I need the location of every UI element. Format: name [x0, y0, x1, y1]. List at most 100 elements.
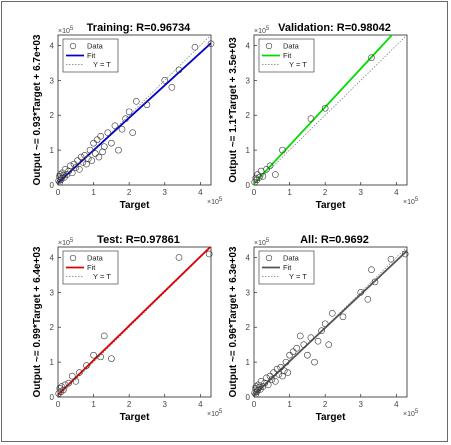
data-point — [304, 351, 311, 359]
data-point — [125, 108, 133, 116]
data-point — [57, 388, 65, 396]
data-point — [293, 344, 300, 352]
y-axis-multiplier: ×105 — [254, 238, 270, 247]
legend-fit-label: Fit — [87, 51, 96, 60]
y-axis-label: Output ~= 0.96*Target + 6.3e+03 — [228, 246, 239, 397]
data-point — [132, 97, 140, 105]
y-axis-multiplier: ×105 — [58, 238, 74, 247]
x-axis-label: Target — [316, 412, 346, 423]
data-point — [191, 43, 199, 51]
y-tick-label: 2 — [246, 323, 251, 332]
x-axis-multiplier: ×105 — [207, 197, 223, 206]
data-point — [289, 348, 297, 355]
data-point — [99, 148, 106, 156]
legend-fit-label: Fit — [283, 263, 292, 272]
data-point — [61, 381, 69, 389]
y-tick-label: 0 — [50, 393, 55, 402]
data-point — [61, 166, 69, 173]
data-point — [264, 381, 272, 389]
data-point — [65, 167, 72, 175]
data-point — [307, 115, 315, 123]
x-tick-label: 4 — [394, 188, 399, 197]
y-tick-label: 0 — [246, 393, 251, 402]
data-point — [55, 390, 63, 397]
legend-data-marker — [265, 42, 273, 50]
data-point — [286, 351, 293, 359]
data-point — [256, 383, 263, 391]
data-point — [307, 334, 315, 341]
x-tick-label: 2 — [127, 400, 132, 409]
data-point — [272, 378, 279, 385]
x-tick-label: 3 — [359, 188, 364, 197]
y-tick-label: 4 — [246, 253, 251, 262]
x-tick-label: 3 — [163, 400, 168, 409]
data-point — [266, 372, 274, 380]
data-point — [90, 351, 97, 359]
data-point — [100, 332, 108, 340]
x-tick-label: 0 — [252, 400, 257, 409]
data-point — [268, 376, 276, 383]
data-point — [364, 296, 372, 303]
y-tick-label: 1 — [246, 146, 251, 155]
data-point — [76, 166, 83, 173]
data-point — [284, 369, 292, 376]
data-point — [108, 355, 115, 362]
data-point — [60, 171, 67, 179]
data-point — [357, 289, 365, 296]
data-point — [252, 174, 260, 182]
data-point — [205, 250, 213, 258]
data-point — [72, 164, 80, 171]
data-point — [97, 132, 104, 140]
legend-fit-label: Fit — [87, 263, 96, 272]
x-axis-multiplier: ×105 — [207, 409, 223, 418]
data-point — [296, 332, 304, 340]
data-point — [88, 157, 96, 164]
data-point — [387, 255, 395, 263]
x-axis-multiplier: ×105 — [403, 409, 419, 418]
x-tick-label: 2 — [323, 188, 328, 197]
data-point — [65, 379, 72, 387]
legend-data-label: Data — [87, 254, 104, 263]
x-tick-label: 2 — [127, 188, 132, 197]
data-point — [272, 171, 279, 178]
panel-title: All: R=0.9692 — [300, 234, 369, 246]
legend-data-label: Data — [283, 42, 300, 51]
legend-identity-label: Y = T — [289, 272, 307, 281]
data-point — [68, 169, 76, 177]
x-tick-label: 1 — [287, 400, 292, 409]
y-tick-label: 2 — [50, 111, 55, 120]
panel-title: Validation: R=0.98042 — [278, 22, 391, 34]
y-tick-label: 3 — [50, 288, 55, 297]
data-point — [92, 150, 99, 157]
data-point — [275, 371, 283, 378]
data-point — [321, 320, 329, 328]
x-tick-label: 1 — [91, 188, 96, 197]
data-point — [76, 369, 83, 376]
data-point — [277, 364, 284, 371]
data-point — [256, 174, 263, 181]
y-axis-multiplier: ×105 — [254, 26, 270, 35]
data-point — [161, 77, 169, 84]
legend-data-label: Data — [283, 254, 300, 263]
x-tick-label: 1 — [287, 188, 292, 197]
x-tick-label: 4 — [394, 400, 399, 409]
data-point — [115, 146, 122, 154]
data-point — [122, 115, 129, 123]
data-point — [60, 386, 67, 394]
data-point — [100, 143, 108, 150]
x-tick-label: 3 — [163, 188, 168, 197]
data-point — [93, 136, 101, 143]
y-tick-label: 4 — [50, 41, 55, 50]
data-point — [401, 250, 409, 258]
data-point — [168, 84, 176, 91]
data-point — [368, 54, 375, 61]
y-tick-label: 1 — [246, 358, 251, 367]
data-point — [95, 153, 103, 161]
data-point — [339, 313, 347, 321]
y-tick-label: 1 — [50, 358, 55, 367]
data-point — [118, 125, 126, 133]
data-point — [83, 362, 90, 369]
data-point — [251, 178, 259, 186]
